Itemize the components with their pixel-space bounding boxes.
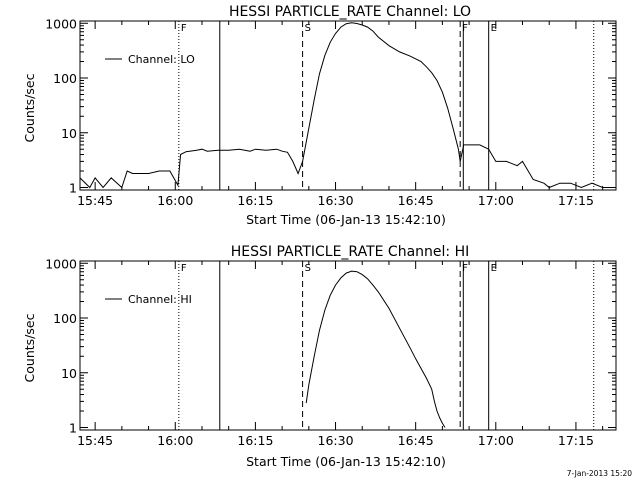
- hi-y-axis-label: Counts/sec: [22, 313, 37, 382]
- hi-x-axis-label: Start Time (06-Jan-13 15:42:10): [246, 454, 446, 469]
- hi-y-tick-label-1: 10: [61, 366, 77, 381]
- hi-y-tick-label-0: 1: [69, 420, 77, 435]
- hi-x-tick-label-4: 16:45: [398, 433, 434, 448]
- lo-channel-panel: HESSI PARTICLE_RATE Channel: LO Counts/s…: [22, 4, 617, 227]
- hi-x-tick-label-1: 16:00: [157, 433, 193, 448]
- hi-x-tick-label-6: 17:15: [558, 433, 594, 448]
- hi-marker-label-5: E: [491, 263, 497, 274]
- hi-x-tick-label-2: 16:15: [237, 433, 273, 448]
- lo-x-tick-label-5: 17:00: [478, 193, 514, 208]
- hi-x-tick-label-5: 17:00: [478, 433, 514, 448]
- lo-x-tick-label-4: 16:45: [398, 193, 434, 208]
- hi-plot-frame: [79, 260, 617, 431]
- lo-x-tick-label-6: 17:15: [558, 193, 594, 208]
- lo-x-tick-label-1: 16:00: [157, 193, 193, 208]
- lo-plot-frame: [79, 20, 617, 191]
- hi-chart-title: HESSI PARTICLE_RATE Channel: HI: [231, 244, 469, 260]
- lo-axis-ticks: [80, 21, 616, 190]
- hi-legend-label: Channel: HI: [128, 293, 192, 306]
- lo-series-line-0: [79, 22, 616, 189]
- lo-legend: Channel: LO: [105, 53, 195, 66]
- lo-y-tick-label-3: 1000: [45, 16, 77, 31]
- hi-axis-ticks: [80, 261, 616, 430]
- lo-x-tick-label-0: 15:45: [77, 193, 113, 208]
- lo-legend-label: Channel: LO: [128, 53, 195, 66]
- lo-marker-label-0: F: [181, 23, 187, 34]
- lo-marker-label-2: S: [305, 23, 311, 34]
- lo-y-axis-label: Counts/sec: [22, 73, 37, 142]
- hi-y-tick-label-3: 1000: [45, 256, 77, 271]
- hi-x-tick-label-0: 15:45: [77, 433, 113, 448]
- hi-channel-panel: HESSI PARTICLE_RATE Channel: HI Counts/s…: [22, 244, 617, 469]
- hi-marker-label-3: F: [462, 263, 468, 274]
- lo-y-tick-label-2: 100: [53, 71, 77, 86]
- lo-x-tick-label-3: 16:30: [318, 193, 354, 208]
- hi-series-group: [305, 270, 446, 428]
- lo-x-axis-label: Start Time (06-Jan-13 15:42:10): [246, 212, 446, 227]
- lo-y-tick-label-0: 1: [69, 180, 77, 195]
- lo-series-group: [79, 22, 616, 189]
- hi-marker-label-2: S: [305, 263, 311, 274]
- hi-series-line-0: [305, 270, 446, 428]
- hi-x-tick-label-3: 16:30: [318, 433, 354, 448]
- hi-y-tick-label-2: 100: [53, 311, 77, 326]
- lo-chart-title: HESSI PARTICLE_RATE Channel: LO: [229, 4, 471, 20]
- lo-marker-label-5: E: [491, 23, 497, 34]
- hi-tick-labels: 15:45 16:00 16:15 16:30 16:45 17:00 17:15 1 10 10…: [45, 256, 594, 448]
- lo-tick-labels: 15:45 16:00 16:15 16:30 16:45 17:00 17:15 1 10 10…: [45, 16, 594, 208]
- lo-y-tick-label-1: 10: [61, 126, 77, 141]
- footer-timestamp: 7-Jan-2013 15:20: [567, 469, 632, 478]
- lo-marker-label-3: F: [462, 23, 468, 34]
- hi-marker-label-0: F: [181, 263, 187, 274]
- hi-legend: Channel: HI: [105, 293, 192, 306]
- lo-x-tick-label-2: 16:15: [237, 193, 273, 208]
